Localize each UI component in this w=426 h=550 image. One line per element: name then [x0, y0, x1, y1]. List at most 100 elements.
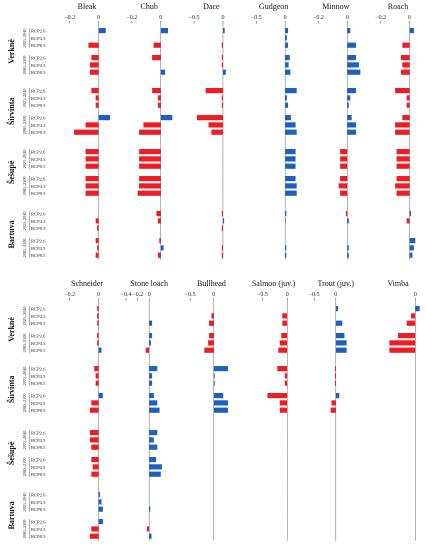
bar-minnow-irvinta-1-rcp4-5 [347, 122, 357, 128]
scenario-label: RCP4.5 [31, 374, 46, 379]
scenario-label: RCP4.5 [31, 465, 46, 470]
bar-schneider-verkn-1-rcp8-5 [98, 347, 102, 353]
scenario-label: RCP8.5 [31, 130, 46, 135]
bar-gudgeon-verkn-1-rcp4-5 [285, 62, 289, 68]
bar-schneider-e-up-0-rcp4-5 [89, 437, 99, 443]
bar-gudgeon-irvinta-0-rcp8-5 [285, 102, 289, 108]
period-label: 2081–2100 [22, 457, 27, 476]
bar-roach-bartuva-0-rcp4-5 [406, 218, 410, 224]
bar-vimba-verkn-1-rcp2-6 [398, 333, 416, 339]
bar-bullhead-irvinta-0-rcp2-6 [213, 366, 228, 372]
bar-minnow-irvinta-0-rcp8-5 [347, 102, 349, 108]
bar-chub-e-up-1-rcp2-6 [139, 176, 161, 182]
x-tick-label: 0 [97, 292, 100, 298]
scenario-label: RCP2.6 [31, 367, 46, 372]
bar-schneider-bartuva-1-rcp2-6 [98, 519, 103, 525]
bar-dace-bartuva-0-rcp8-5 [221, 225, 223, 231]
scenario-label: RCP2.6 [31, 394, 46, 399]
period-label: 2021–2040 [22, 366, 27, 385]
bar-salmon-juv-verkn-0-rcp4-5 [282, 313, 288, 319]
bar-roach-bartuva-1-rcp4-5 [409, 245, 414, 251]
bar-gudgeon-e-up-0-rcp8-5 [285, 163, 296, 169]
bar-roach-irvinta-1-rcp4-5 [395, 122, 410, 128]
x-tick-label: −0.2 [375, 15, 386, 21]
river-label-irvinta: Širvinta [6, 376, 16, 404]
bar-bleak-bartuva-1-rcp4-5 [97, 245, 99, 251]
scenario-label: RCP2.6 [31, 56, 46, 61]
bar-roach-irvinta-0-rcp8-5 [406, 102, 410, 108]
bar-schneider-verkn-0-rcp2-6 [97, 306, 99, 312]
bar-bullhead-verkn-0-rcp4-5 [211, 313, 214, 319]
bar-minnow-e-up-1-rcp2-6 [340, 176, 348, 182]
period-label: 2021–2040 [22, 430, 27, 449]
bar-gudgeon-bartuva-1-rcp4-5 [285, 245, 287, 251]
period-label: 2081–2100 [22, 393, 27, 412]
bar-minnow-irvinta-0-rcp4-5 [347, 95, 351, 101]
species-title-chub: Chub [141, 2, 158, 11]
scenario-label: RCP8.5 [31, 381, 46, 386]
bar-gudgeon-irvinta-0-rcp2-6 [285, 88, 297, 94]
bar-trout-juv-irvinta-1-rcp8-5 [330, 407, 336, 413]
bar-gudgeon-bartuva-1-rcp8-5 [285, 252, 287, 258]
bar-gudgeon-e-up-1-rcp4-5 [285, 183, 297, 189]
bar-stone-loach-e-up-0-rcp2-6 [149, 430, 158, 436]
scenario-label: RCP4.5 [31, 401, 46, 406]
x-tick-label: −0.4 [121, 292, 132, 298]
scenario-label: RCP4.5 [31, 438, 46, 443]
bar-roach-e-up-1-rcp4-5 [395, 183, 410, 189]
bar-vimba-verkn-0-rcp4-5 [411, 313, 416, 319]
bar-trout-juv-irvinta-1-rcp2-6 [335, 393, 340, 399]
bar-schneider-verkn-1-rcp4-5 [97, 340, 99, 346]
river-label-verkn: Verknė [7, 317, 16, 342]
bar-chub-irvinta-1-rcp2-6 [160, 115, 173, 121]
bar-roach-verkn-1-rcp4-5 [402, 62, 410, 68]
bar-roach-verkn-1-rcp2-6 [400, 55, 410, 61]
bar-trout-juv-irvinta-0-rcp2-6 [334, 366, 336, 372]
bar-minnow-bartuva-0-rcp2-6 [345, 211, 348, 217]
bar-roach-bartuva-1-rcp2-6 [409, 238, 416, 244]
species-title-roach: Roach [388, 2, 408, 11]
bar-dace-verkn-1-rcp4-5 [221, 62, 223, 68]
bar-vimba-verkn-1-rcp4-5 [389, 340, 416, 346]
bar-dace-irvinta-1-rcp2-6 [196, 115, 223, 121]
x-tick-label: −0.5 [189, 15, 200, 21]
period-label: 2081–2100 [22, 176, 27, 195]
period-label: 2021–2040 [22, 149, 27, 168]
bar-minnow-irvinta-0-rcp2-6 [347, 88, 357, 94]
scenario-label: RCP8.5 [31, 226, 46, 231]
bar-chub-irvinta-1-rcp8-5 [139, 129, 161, 135]
bar-bullhead-irvinta-1-rcp8-5 [213, 407, 228, 413]
scenario-label: RCP8.5 [31, 321, 46, 326]
bar-minnow-irvinta-1-rcp8-5 [347, 129, 357, 135]
bar-chub-irvinta-0-rcp8-5 [157, 102, 161, 108]
bar-stone-loach-irvinta-0-rcp8-5 [149, 380, 153, 386]
bar-bleak-e-up-0-rcp4-5 [85, 156, 99, 162]
bar-bleak-bartuva-0-rcp8-5 [97, 225, 99, 231]
x-tick-label: 0 [408, 15, 411, 21]
bar-bleak-irvinta-1-rcp4-5 [85, 122, 99, 128]
bar-bleak-irvinta-0-rcp2-6 [91, 88, 99, 94]
river-label-bartuva: Bartuva [7, 220, 16, 248]
bar-gudgeon-irvinta-1-rcp8-5 [285, 129, 297, 135]
scenario-label: RCP2.6 [31, 431, 46, 436]
bar-minnow-irvinta-1-rcp2-6 [347, 115, 352, 121]
scenario-label: RCP4.5 [31, 246, 46, 251]
bar-salmon-juv-verkn-1-rcp2-6 [281, 333, 288, 339]
bar-roach-e-up-0-rcp8-5 [396, 163, 410, 169]
bar-trout-juv-verkn-0-rcp8-5 [335, 320, 343, 326]
scenario-label: RCP2.6 [31, 334, 46, 339]
scenario-label: RCP8.5 [31, 472, 46, 477]
period-label: 2021–2040 [22, 211, 27, 230]
scenario-label: RCP8.5 [31, 348, 46, 353]
bar-minnow-verkn-1-rcp2-6 [347, 55, 357, 61]
scenario-label: RCP8.5 [31, 103, 46, 108]
bar-roach-verkn-0-rcp2-6 [409, 28, 414, 34]
bar-bullhead-irvinta-1-rcp4-5 [213, 400, 228, 406]
scenario-label: RCP4.5 [31, 314, 46, 319]
bar-bleak-verkn-0-rcp2-6 [98, 28, 106, 34]
bar-trout-juv-irvinta-0-rcp4-5 [334, 373, 336, 379]
bar-vimba-verkn-1-rcp8-5 [389, 347, 416, 353]
bar-stone-loach-irvinta-1-rcp8-5 [149, 407, 160, 413]
x-tick-label: −0.2 [132, 292, 143, 298]
